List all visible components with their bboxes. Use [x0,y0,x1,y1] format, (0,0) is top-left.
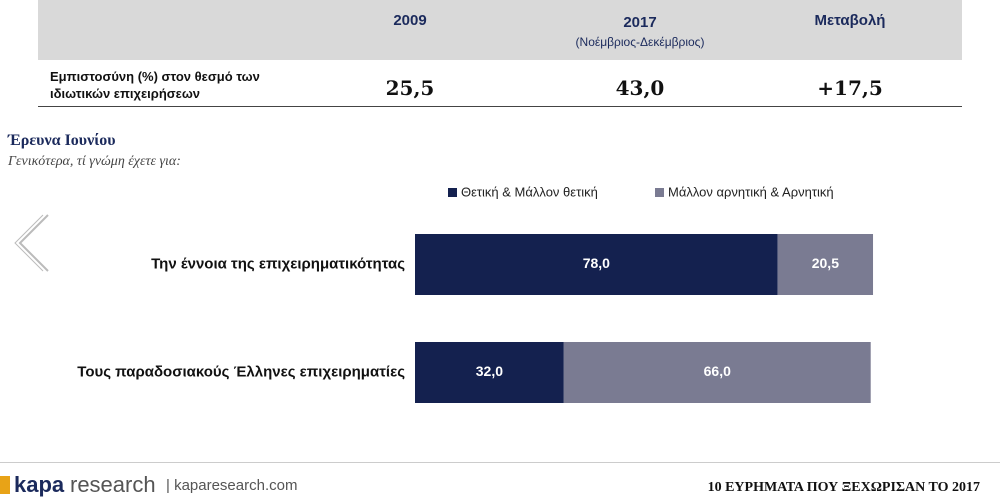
logo-brand2: research [70,472,156,497]
bar-segment [415,342,564,403]
chart: Θετική & Μάλλον θετική Μάλλον αρνητική & … [14,184,874,403]
legend-label: Θετική & Μάλλον θετική [461,184,598,199]
header-cell: Μεταβολή [814,12,886,29]
bar-segment [777,234,874,295]
logo-brand: kapa [14,472,65,497]
table-rule [38,106,962,107]
footer-url: | kaparesearch.com [166,477,297,494]
cell: 43,0 [615,76,665,100]
prev-arrow-shadow [14,214,44,272]
category-label: Την έννοια της επιχειρηματικότητας [151,255,405,272]
header-cell: 2009 [393,12,427,29]
bar-segment [415,234,778,295]
cell: +17,5 [817,76,883,100]
footer-rule [0,462,1000,463]
section-subtitle: Γενικότερα, τί γνώμη έχετε για: [8,154,181,169]
section-title: Έρευνα Ιουνίου [8,132,116,149]
data-label: 20,5 [812,255,839,271]
row-label: Εμπιστοσύνη (%) στον θεσμό των ιδιωτικών… [50,69,260,101]
category-label: Τους παραδοσιακούς Έλληνες επιχειρηματίε… [77,363,405,380]
header-cell: 2017 [623,14,657,31]
bar-segment [563,342,871,403]
legend-swatch [448,188,457,197]
data-label: 78,0 [583,255,610,271]
logo-icon [0,476,10,494]
footer: kapa research | kaparesearch.com 10 ΕΥΡΗ… [0,472,980,497]
header-sub: (Νοέμβριος-Δεκέμβριος) [575,35,705,49]
legend-swatch [655,188,664,197]
footer-title: 10 ΕΥΡΗΜΑΤΑ ΠΟΥ ΞΕΧΩΡΙΣΑΝ ΤΟ 2017 [708,480,980,495]
cell: 25,5 [385,76,435,100]
legend-label: Μάλλον αρνητική & Αρνητική [668,184,834,199]
prev-arrow[interactable] [18,214,49,272]
data-label: 32,0 [476,363,503,379]
data-label: 66,0 [704,363,731,379]
table-header [38,0,962,60]
